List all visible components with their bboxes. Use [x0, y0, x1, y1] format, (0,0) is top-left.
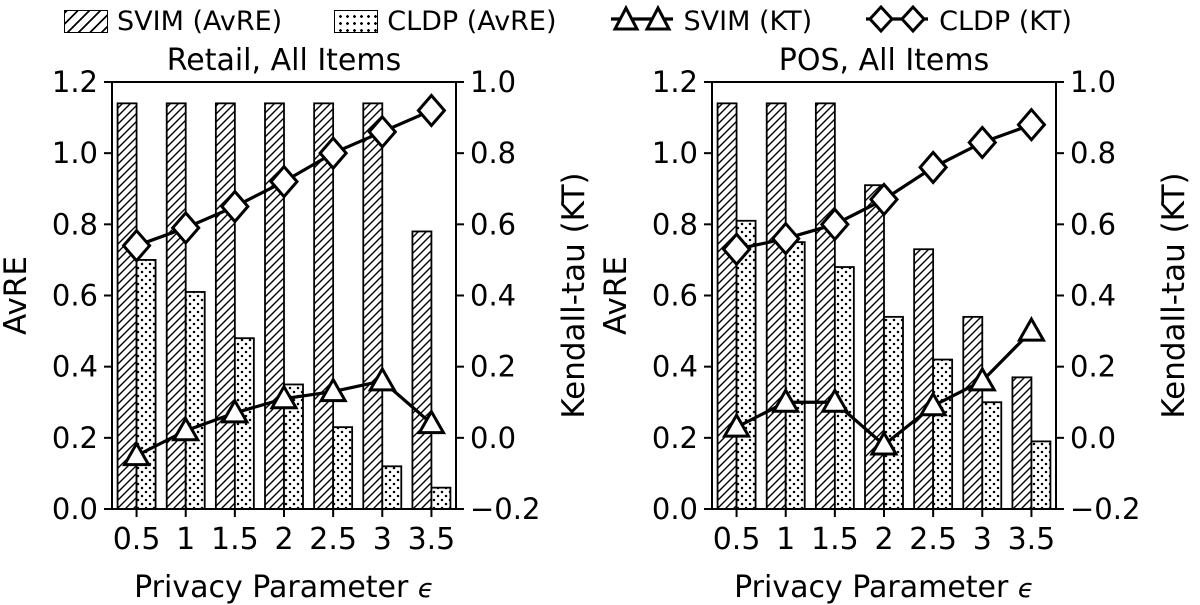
- svg-text:1.5: 1.5: [811, 522, 859, 557]
- legend-label: CLDP (KT): [939, 5, 1072, 37]
- chart-retail-all-items: 1.2 1.0 0.8 0.6 0.4 0.2 0.0 1.0 0.8 0.6 0.4 0.2 0.0 −…: [0, 43, 592, 605]
- svg-text:0.0: 0.0: [52, 492, 98, 526]
- svg-text:1.2: 1.2: [652, 65, 698, 99]
- svg-text:−0.2: −0.2: [1070, 492, 1140, 526]
- svg-text:1.0: 1.0: [470, 65, 516, 99]
- svg-text:2.5: 2.5: [309, 522, 357, 557]
- svg-text:0.0: 0.0: [652, 492, 698, 526]
- svg-text:0.4: 0.4: [652, 350, 698, 384]
- legend-item-svim-avre: SVIM (AvRE): [64, 8, 282, 35]
- svg-text:0.6: 0.6: [470, 207, 516, 241]
- svg-text:0.8: 0.8: [470, 136, 516, 170]
- svg-text:0.6: 0.6: [52, 279, 98, 313]
- svg-text:1.0: 1.0: [52, 136, 98, 170]
- legend-item-svim-kt: SVIM (KT): [609, 4, 813, 37]
- svg-text:0.5: 0.5: [713, 522, 761, 557]
- legend-label: CLDP (AvRE): [387, 5, 557, 37]
- diamond-line-marker-icon: [864, 4, 930, 37]
- svg-text:1.0: 1.0: [652, 136, 698, 170]
- svg-text:0.2: 0.2: [652, 421, 698, 455]
- chart-pos-all-items: 1.2 1.0 0.8 0.6 0.4 0.2 0.0 1.0 0.8 0.6 0.4 0.2 0.0 −…: [600, 43, 1192, 605]
- svg-text:Privacy Parameter ϵ: Privacy Parameter ϵ: [734, 570, 1034, 605]
- legend-item-cldp-kt: CLDP (KT): [864, 4, 1072, 37]
- svg-text:0.8: 0.8: [652, 207, 698, 241]
- svg-text:0.4: 0.4: [470, 279, 516, 313]
- svg-text:POS, All Items: POS, All Items: [779, 43, 989, 78]
- svg-text:0.4: 0.4: [52, 350, 98, 384]
- svg-text:AvRE: AvRE: [0, 256, 34, 335]
- hatched-bar-swatch-icon: [64, 9, 108, 33]
- svg-text:0.6: 0.6: [1070, 207, 1116, 241]
- svg-text:0.2: 0.2: [470, 350, 516, 384]
- legend-label: SVIM (AvRE): [117, 5, 283, 37]
- svg-text:Kendall-tau (KT): Kendall-tau (KT): [1156, 172, 1192, 418]
- svg-text:2: 2: [874, 522, 893, 557]
- svg-text:0.5: 0.5: [113, 522, 161, 557]
- charts-row: 1.2 1.0 0.8 0.6 0.4 0.2 0.0 1.0 0.8 0.6 0.4 0.2 0.0 −…: [0, 42, 1200, 605]
- svg-text:0.8: 0.8: [1070, 136, 1116, 170]
- svg-text:Retail, All Items: Retail, All Items: [167, 43, 402, 78]
- svg-text:−0.2: −0.2: [470, 492, 540, 526]
- svg-text:AvRE: AvRE: [600, 256, 634, 335]
- svg-text:0.4: 0.4: [1070, 279, 1116, 313]
- svg-text:3.5: 3.5: [408, 522, 456, 557]
- svg-text:0.0: 0.0: [470, 421, 516, 455]
- svg-text:3: 3: [373, 522, 392, 557]
- dotted-bar-swatch-icon: [334, 9, 379, 33]
- legend: SVIM (AvRE) CLDP (AvRE) SVIM (KT): [0, 0, 1200, 42]
- svg-text:1.5: 1.5: [211, 522, 259, 557]
- svg-text:0.6: 0.6: [652, 279, 698, 313]
- svg-text:1: 1: [776, 522, 795, 557]
- svg-text:2.5: 2.5: [909, 522, 957, 557]
- triangle-line-marker-icon: [609, 4, 675, 37]
- svg-text:3.5: 3.5: [1008, 522, 1056, 557]
- svg-text:1: 1: [176, 522, 195, 557]
- legend-label: SVIM (KT): [683, 5, 813, 37]
- svg-text:Kendall-tau (KT): Kendall-tau (KT): [556, 172, 592, 418]
- svg-text:3: 3: [973, 522, 992, 557]
- legend-item-cldp-avre: CLDP (AvRE): [334, 5, 557, 37]
- svg-text:2: 2: [274, 522, 293, 557]
- svg-text:0.8: 0.8: [52, 207, 98, 241]
- svg-text:0.2: 0.2: [1070, 350, 1116, 384]
- svg-text:1.2: 1.2: [52, 65, 98, 99]
- svg-text:1.0: 1.0: [1070, 65, 1116, 99]
- svg-text:0.0: 0.0: [1070, 421, 1116, 455]
- svg-text:0.2: 0.2: [52, 421, 98, 455]
- svg-text:Privacy Parameter ϵ: Privacy Parameter ϵ: [134, 570, 434, 605]
